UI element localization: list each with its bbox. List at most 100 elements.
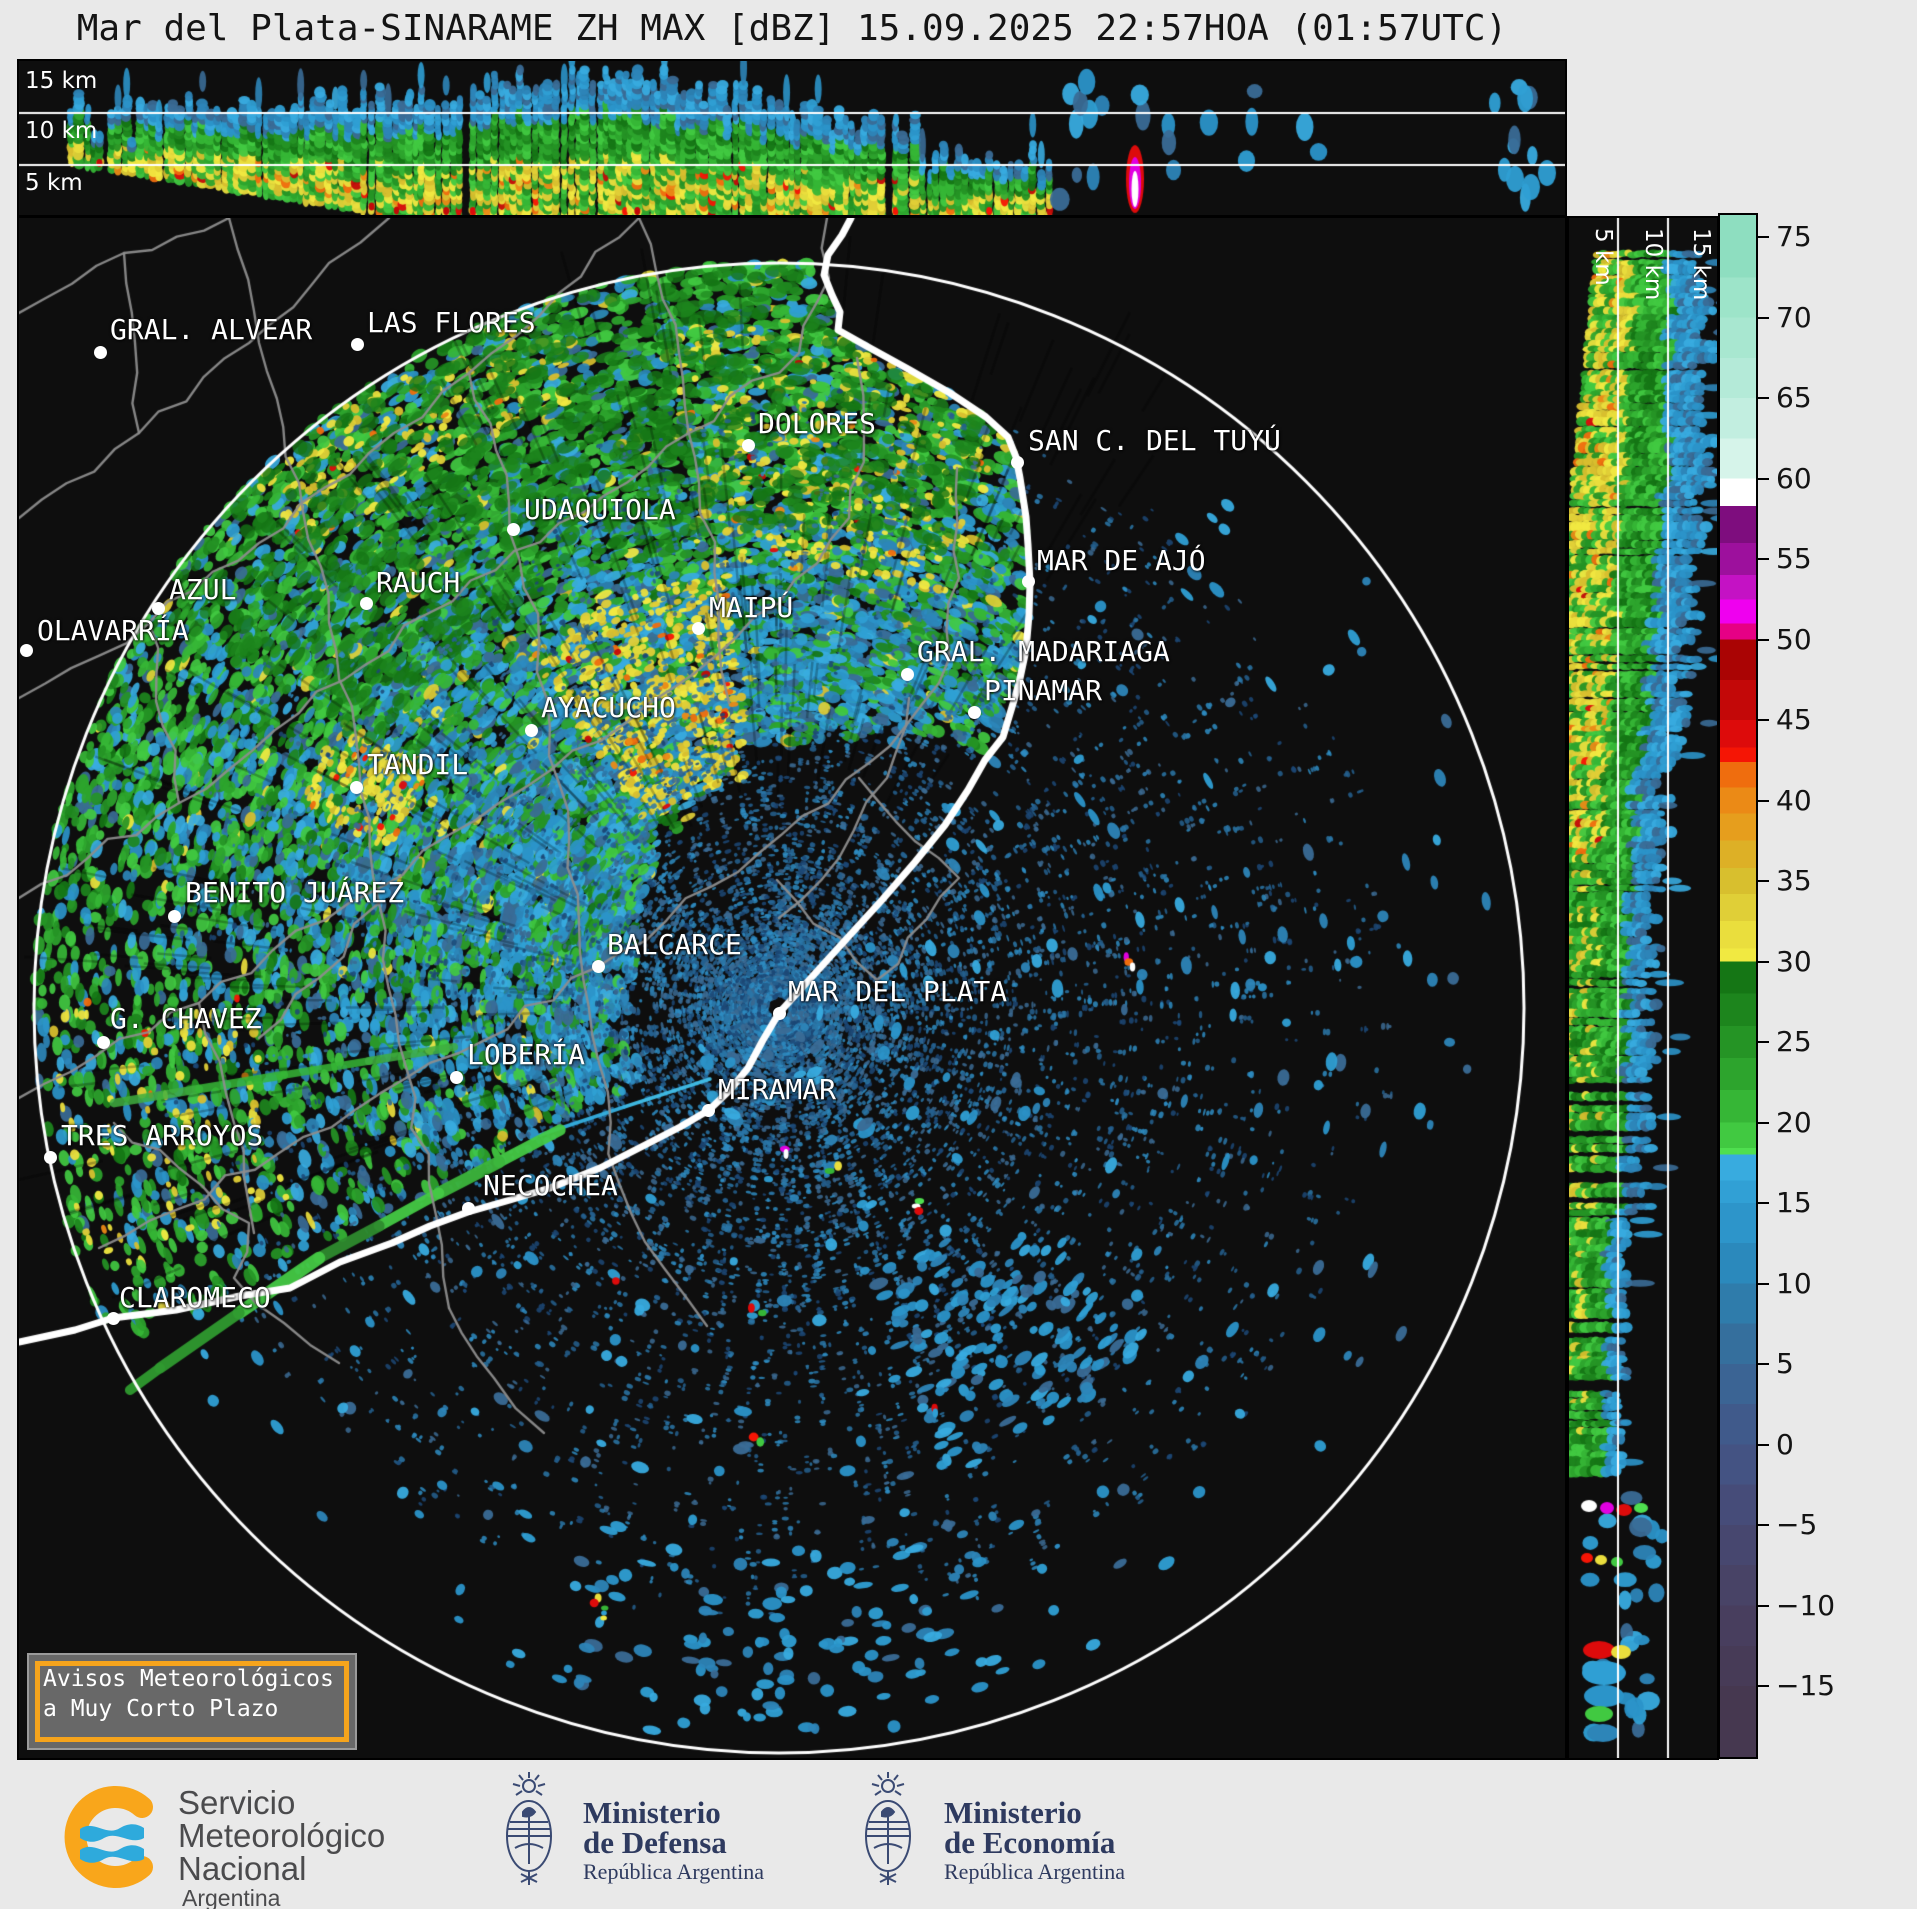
right-profile-height-label: 10 km: [1640, 228, 1666, 301]
colorbar-tick-mark: [1756, 1121, 1769, 1124]
colorbar-tick-label: 55: [1776, 541, 1812, 575]
economia-ministerio: Ministerio: [944, 1795, 1082, 1830]
colorbar-tick-mark: [1756, 638, 1769, 641]
economia-text: Ministerio de Economía República Argenti…: [944, 1795, 1126, 1886]
city-label: MAIPÚ: [709, 590, 794, 624]
city-dot: [1021, 574, 1035, 588]
colorbar-tick-label: −5: [1776, 1507, 1818, 1541]
colorbar-tick-mark: [1756, 1524, 1769, 1526]
colorbar-tick-label: 45: [1776, 702, 1812, 736]
city-label: BALCARCE: [607, 927, 742, 961]
colorbar-tick-mark: [1756, 1202, 1769, 1204]
city-label: NECOCHEA: [483, 1168, 618, 1202]
city-dot: [350, 337, 364, 351]
city-label: BENITO JUÁREZ: [185, 875, 405, 909]
city-label: LOBERÍA: [467, 1037, 586, 1071]
colorbar-tick-label: 35: [1776, 863, 1812, 897]
city-dot: [591, 959, 605, 973]
defensa-ministerio: Ministerio: [583, 1795, 721, 1830]
colorbar-tick-mark: [1756, 1604, 1769, 1607]
city-dot: [349, 780, 363, 794]
city-label: GRAL. MADARIAGA: [917, 634, 1170, 668]
city-label: MIRAMAR: [718, 1072, 837, 1106]
city-dot: [461, 1201, 475, 1215]
warning-line-1: Avisos Meteorológicos: [43, 1666, 334, 1692]
city-label: TANDIL: [367, 747, 469, 781]
right-profile-canvas: [1569, 218, 1717, 1758]
colorbar-tick-mark: [1756, 1282, 1769, 1285]
city-dot: [741, 438, 755, 452]
city-dot: [449, 1070, 463, 1084]
city-label: RAUCH: [376, 565, 461, 599]
colorbar-tick-label: 0: [1776, 1427, 1794, 1461]
city-label: AZUL: [169, 572, 237, 606]
city-dot: [772, 1006, 786, 1020]
city-label: MAR DE AJÓ: [1037, 543, 1206, 577]
colorbar-tick-label: −15: [1776, 1668, 1836, 1702]
colorbar-tick-mark: [1756, 236, 1769, 238]
city-label: OLAVARRÍA: [37, 613, 189, 647]
city-label: MAR DEL PLATA: [788, 974, 1008, 1008]
colorbar-tick-mark: [1756, 1443, 1769, 1446]
smn-line-3: Nacional: [178, 1850, 307, 1887]
colorbar-tick-mark: [1756, 799, 1769, 802]
city-dot: [43, 1150, 57, 1164]
colorbar-tick-label: 40: [1776, 783, 1812, 817]
top-profile-height-label: 15 km: [25, 68, 98, 94]
warning-banner-border: [35, 1661, 349, 1742]
city-dot: [967, 705, 981, 719]
colorbar-tick-mark: [1756, 1363, 1769, 1365]
page-title: Mar del Plata-SINARAME ZH MAX [dBZ] 15.0…: [76, 8, 1508, 49]
city-label: LAS FLORES: [367, 305, 536, 339]
economia-country: República Argentina: [944, 1859, 1126, 1884]
right-height-profile-panel: [1567, 216, 1719, 1760]
economia-dept: de Economía: [944, 1825, 1116, 1860]
right-profile-height-label: 5 km: [1590, 228, 1616, 286]
top-height-profile-panel: [17, 59, 1567, 217]
defensa-country: República Argentina: [583, 1859, 765, 1884]
colorbar-tick-label: 25: [1776, 1024, 1812, 1058]
radar-map-canvas: [19, 218, 1565, 1758]
smn-wordmark: Servicio Meteorológico Nacional: [178, 1786, 385, 1885]
city-label: GRAL. ALVEAR: [110, 312, 313, 346]
city-dot: [506, 522, 520, 536]
city-dot: [96, 1035, 110, 1049]
city-label: CLAROMECO: [119, 1280, 271, 1314]
city-dot: [701, 1103, 715, 1117]
defensa-dept: de Defensa: [583, 1825, 727, 1860]
city-dot: [691, 621, 705, 635]
colorbar-tick-label: 65: [1776, 380, 1812, 414]
colorbar-tick-label: 20: [1776, 1105, 1812, 1139]
colorbar-tick-mark: [1756, 397, 1769, 399]
city-dot: [900, 667, 914, 681]
city-label: PINAMAR: [984, 673, 1103, 707]
colorbar-tick-mark: [1756, 1041, 1769, 1043]
colorbar-tick-mark: [1756, 960, 1769, 963]
colorbar-tick-label: 75: [1776, 219, 1812, 253]
colorbar-tick-mark: [1756, 477, 1769, 480]
city-dot: [167, 909, 181, 923]
economia-coat-of-arms-icon: [865, 1772, 911, 1885]
city-dot: [106, 1311, 120, 1325]
defensa-coat-of-arms-icon: [506, 1772, 552, 1885]
colorbar-tick-label: 10: [1776, 1266, 1812, 1300]
top-profile-height-label: 5 km: [25, 170, 83, 196]
colorbar-tick-mark: [1756, 719, 1769, 721]
city-label: UDAQUIOLA: [524, 492, 676, 526]
city-dot: [1010, 455, 1024, 469]
colorbar-tick-label: 50: [1776, 622, 1812, 656]
city-dot: [524, 723, 538, 737]
smn-line-1: Servicio: [178, 1784, 296, 1821]
top-profile-canvas: [19, 61, 1565, 215]
city-dot: [19, 643, 33, 657]
warning-banner-text: Avisos Meteorológicos a Muy Corto Plazo: [43, 1664, 334, 1724]
warning-banner[interactable]: Avisos Meteorológicos a Muy Corto Plazo: [27, 1653, 357, 1750]
radar-map-panel: [17, 216, 1567, 1760]
defensa-text: Ministerio de Defensa República Argentin…: [583, 1795, 765, 1886]
city-label: SAN C. DEL TUYÚ: [1028, 423, 1281, 457]
city-label: TRES ARROYOS: [61, 1118, 264, 1152]
city-dot: [359, 596, 373, 610]
smn-logo-icon: [64, 1786, 153, 1888]
colorbar-tick-mark: [1756, 558, 1769, 560]
